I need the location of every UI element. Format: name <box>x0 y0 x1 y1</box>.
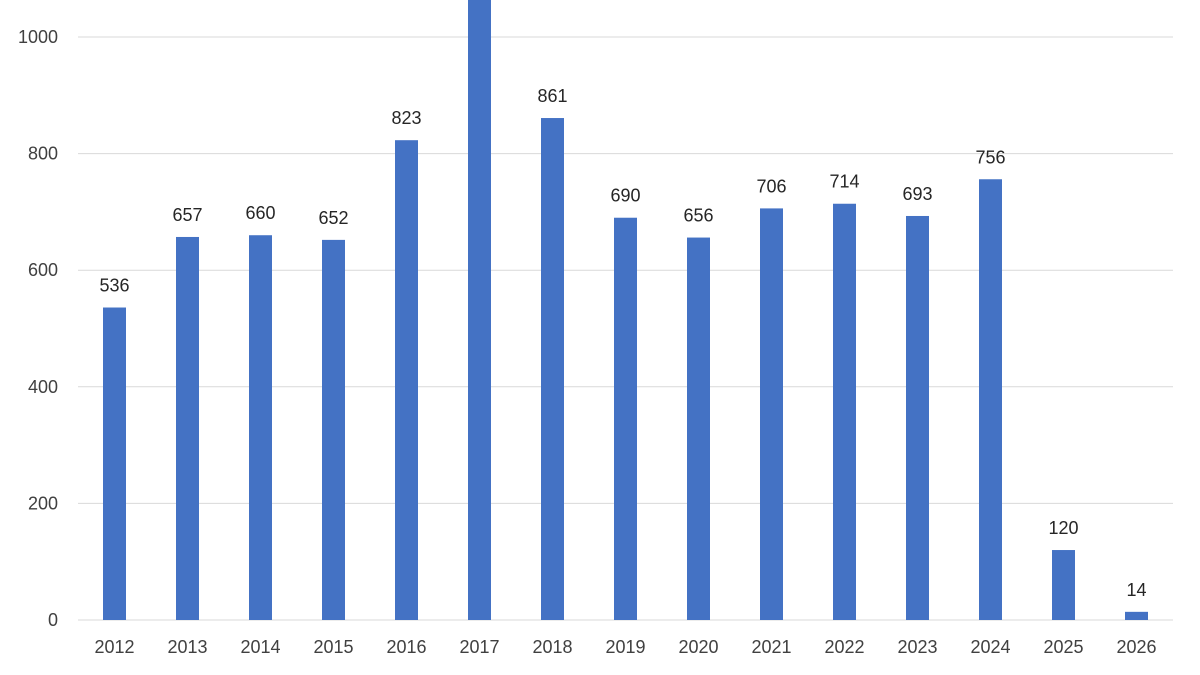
data-label-2026: 14 <box>1126 580 1146 600</box>
bar-2017 <box>468 0 491 620</box>
x-tick-label: 2013 <box>167 637 207 657</box>
bar-2018 <box>541 118 564 621</box>
data-label-2014: 660 <box>245 203 275 223</box>
bar-2025 <box>1052 550 1075 620</box>
y-tick-label: 400 <box>28 377 58 397</box>
x-axis: 2012 2013 2014 2015 2016 2017 2018 2019 2020 2021… <box>94 637 1156 657</box>
data-label-2015: 652 <box>318 208 348 228</box>
data-labels: 536 657 660 652 823 861 690 656 706 714 693 756 120 1… <box>99 86 1146 600</box>
data-label-2012: 536 <box>99 276 129 296</box>
bars <box>103 0 1148 621</box>
data-label-2022: 714 <box>829 172 859 192</box>
y-tick-label: 0 <box>48 610 58 630</box>
data-label-2024: 756 <box>975 147 1005 167</box>
x-tick-label: 2018 <box>532 637 572 657</box>
data-label-2023: 693 <box>902 184 932 204</box>
y-tick-label: 200 <box>28 493 58 513</box>
bar-2024 <box>979 179 1002 620</box>
bar-2016 <box>395 140 418 621</box>
bar-2019 <box>614 217 637 621</box>
y-axis: 0 200 400 600 800 1000 <box>18 27 58 630</box>
bar-2012 <box>103 307 126 620</box>
x-tick-label: 2016 <box>386 637 426 657</box>
data-label-2018: 861 <box>537 86 567 106</box>
data-label-2019: 690 <box>610 186 640 206</box>
bar-2022 <box>833 203 856 620</box>
x-tick-label: 2023 <box>897 637 937 657</box>
bar-2020 <box>687 237 710 620</box>
x-tick-label: 2025 <box>1043 637 1083 657</box>
bar-2023 <box>906 215 929 620</box>
data-label-2013: 657 <box>172 205 202 225</box>
y-tick-label: 600 <box>28 260 58 280</box>
y-tick-label: 800 <box>28 144 58 164</box>
x-tick-label: 2024 <box>970 637 1010 657</box>
x-tick-label: 2014 <box>240 637 280 657</box>
x-tick-label: 2012 <box>94 637 134 657</box>
x-tick-label: 2015 <box>313 637 353 657</box>
bar-2021 <box>760 208 783 621</box>
x-tick-label: 2021 <box>751 637 791 657</box>
bar-2015 <box>322 239 345 620</box>
data-label-2020: 656 <box>683 206 713 226</box>
data-label-2016: 823 <box>391 108 421 128</box>
bar-2014 <box>249 235 272 620</box>
x-tick-label: 2020 <box>678 637 718 657</box>
bar-2026 <box>1125 611 1148 620</box>
data-label-2021: 706 <box>756 176 786 196</box>
x-tick-label: 2022 <box>824 637 864 657</box>
bar-2013 <box>176 236 199 620</box>
data-label-2025: 120 <box>1048 518 1078 538</box>
x-tick-label: 2017 <box>459 637 499 657</box>
y-tick-label: 1000 <box>18 27 58 47</box>
x-tick-label: 2026 <box>1116 637 1156 657</box>
x-tick-label: 2019 <box>605 637 645 657</box>
